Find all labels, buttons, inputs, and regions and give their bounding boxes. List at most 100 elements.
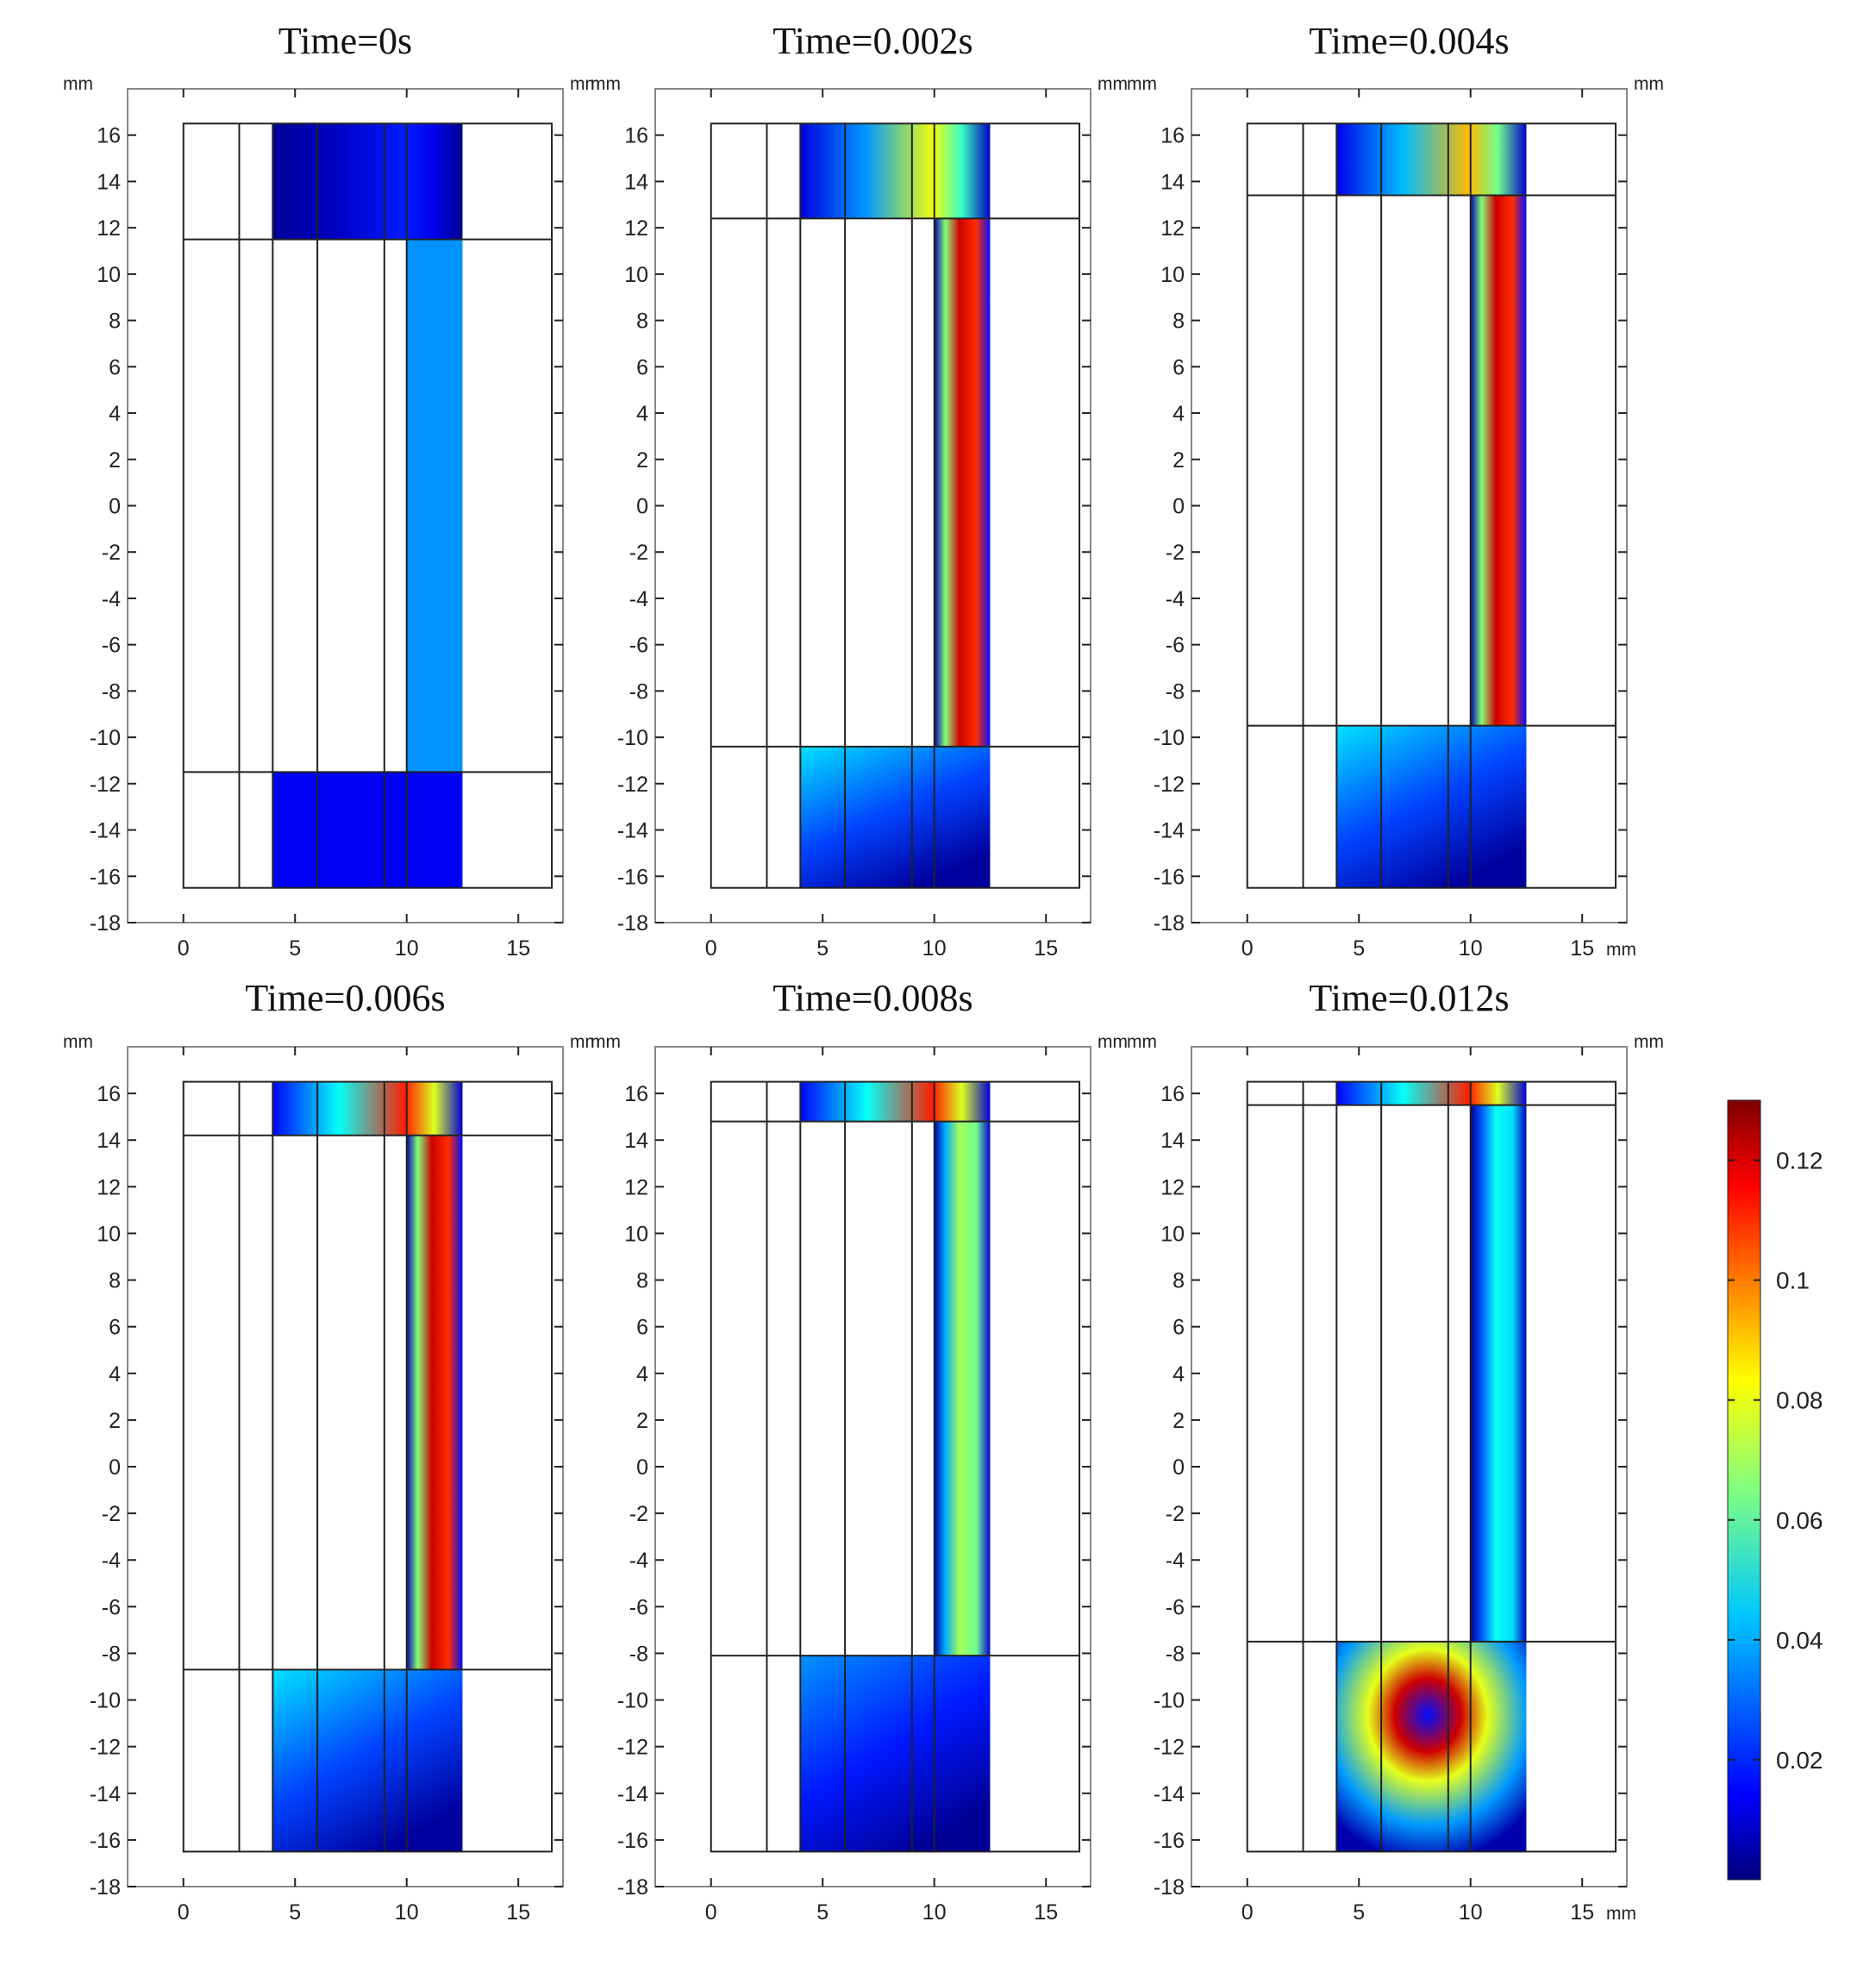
x-tick-label: 5 <box>816 1900 829 1925</box>
y-tick-label: 16 <box>1160 1082 1185 1106</box>
y-tick-label: 0 <box>636 1455 648 1480</box>
y-unit-label: mm <box>63 1032 93 1052</box>
outer-boundary <box>182 122 553 889</box>
x-tick-label: 5 <box>1353 936 1365 961</box>
y-tick-label: 4 <box>636 1362 648 1386</box>
x-unit-label: mm <box>1606 940 1636 960</box>
y-tick-label: -12 <box>1154 1736 1185 1760</box>
y-tick-label: 12 <box>97 1175 121 1199</box>
x-tick-label: 5 <box>289 1900 301 1925</box>
y-unit-label: mm <box>1127 1032 1157 1052</box>
channel-column-field <box>1470 195 1527 726</box>
y-tick-label: -14 <box>617 819 648 843</box>
panel-1: 16 14 12 10 8 6 4 2 0 -2 -4 -6 -8 -10 -12 -14 -16 -18 0 5 10… <box>63 20 600 961</box>
y-tick-label: 2 <box>636 448 648 473</box>
y-tick-label: 10 <box>97 263 121 287</box>
colorbar-tick-label: 0.06 <box>1776 1507 1823 1534</box>
y-tick-label: 0 <box>1172 1455 1185 1480</box>
colorbar-tick-label: 0.02 <box>1776 1747 1823 1774</box>
geometry-lines <box>1246 122 1617 889</box>
y-tick-label: -6 <box>629 1595 648 1619</box>
x-tick-label: 15 <box>1570 1900 1594 1925</box>
y-tick-label: -16 <box>90 1829 121 1853</box>
y-tick-label: 8 <box>109 310 121 334</box>
colorbar-tick-label: 0.1 <box>1776 1268 1810 1294</box>
outer-boundary <box>710 1080 1081 1853</box>
y-unit-label: mm <box>591 1032 621 1052</box>
x-tick-label: 0 <box>1241 936 1254 961</box>
channel-column-field <box>934 1121 991 1656</box>
field-layer <box>272 123 463 888</box>
x-tick-label: 0 <box>178 936 190 961</box>
y-unit-label: mm <box>591 74 621 94</box>
y-unit-label-right: mm <box>1634 74 1664 94</box>
panel-4: 16 14 12 10 8 6 4 2 0 -2 -4 -6 -8 -10 -12 -14 -16 -18 0 5 10… <box>63 977 600 1925</box>
y-tick-label: -8 <box>629 679 648 704</box>
y-tick-label: -2 <box>1166 1502 1185 1526</box>
y-tick-label: -16 <box>1154 865 1185 889</box>
y-tick-label: 16 <box>624 124 648 148</box>
y-tick-label: 2 <box>636 1409 648 1433</box>
x-tick-label: 15 <box>1034 1900 1058 1925</box>
field-layer <box>800 1081 991 1852</box>
top-reservoir-field <box>800 123 991 219</box>
y-tick-label: -8 <box>102 1642 121 1666</box>
field-layer <box>272 1081 463 1852</box>
y-tick-label: -6 <box>1166 634 1185 658</box>
y-tick-label: 14 <box>624 1129 648 1153</box>
y-tick-label: 14 <box>1160 1129 1185 1153</box>
panel-6: 16 14 12 10 8 6 4 2 0 -2 -4 -6 -8 -10 -12 -14 -16 -18 0 5 10… <box>1127 977 1664 1925</box>
x-tick-label: 10 <box>395 1900 419 1925</box>
colorbar-gradient <box>1727 1099 1761 1881</box>
panel-title: Time=0.002s <box>772 20 972 62</box>
y-tick-label: 10 <box>624 1222 648 1246</box>
y-tick-label: -12 <box>617 773 648 797</box>
y-tick-label: 2 <box>109 1409 121 1433</box>
y-tick-label: -4 <box>1166 1549 1185 1573</box>
y-tick-label: 6 <box>109 355 121 379</box>
y-tick-label: -4 <box>102 1549 121 1573</box>
y-tick-label: 0 <box>109 1455 121 1480</box>
y-tick-label: 16 <box>97 124 121 148</box>
bottom-reservoir-field <box>800 1656 991 1852</box>
x-tick-label: 15 <box>506 936 530 961</box>
x-tick-label: 5 <box>1353 1900 1365 1925</box>
field-layer <box>1336 123 1527 888</box>
y-tick-label: -8 <box>1166 1642 1185 1666</box>
y-tick-label: 16 <box>624 1082 648 1106</box>
x-tick-label: 5 <box>289 936 301 961</box>
y-tick-label: -12 <box>1154 773 1185 797</box>
y-tick-label: -4 <box>629 587 648 611</box>
x-tick-label: 0 <box>1241 1900 1254 1925</box>
y-tick-label: -2 <box>629 541 648 565</box>
y-tick-label: 8 <box>636 1269 648 1293</box>
y-tick-label: 8 <box>109 1269 121 1293</box>
y-tick-label: -14 <box>90 1782 121 1806</box>
y-tick-label: 0 <box>636 495 648 519</box>
bottom-reservoir-field <box>1336 1641 1527 1852</box>
y-tick-label: 12 <box>97 216 121 241</box>
y-tick-label: 8 <box>1172 310 1185 334</box>
y-tick-label: -4 <box>629 1549 648 1573</box>
y-tick-label: 2 <box>1172 448 1185 473</box>
panel-title: Time=0.006s <box>245 977 445 1019</box>
y-tick-label: -14 <box>90 819 121 843</box>
y-tick-label: -10 <box>90 726 121 750</box>
top-reservoir-field <box>1336 123 1527 196</box>
geometry-lines <box>182 122 553 889</box>
y-tick-label: -2 <box>102 541 121 565</box>
y-tick-label: 2 <box>1172 1409 1185 1433</box>
field-layer <box>1336 1081 1527 1852</box>
y-tick-label: 8 <box>1172 1269 1185 1293</box>
y-tick-label: 4 <box>1172 402 1185 426</box>
y-tick-label: 14 <box>624 170 648 194</box>
y-tick-label: -12 <box>617 1736 648 1760</box>
top-reservoir-field <box>272 1081 463 1136</box>
panels-group: 16 14 12 10 8 6 4 2 0 -2 -4 -6 -8 -10 -12 -14 -16 -18 0 5 10… <box>63 20 1664 1925</box>
y-tick-label: -18 <box>617 1875 648 1900</box>
y-tick-label: 10 <box>624 263 648 287</box>
y-tick-label: 6 <box>1172 1316 1185 1340</box>
x-tick-label: 0 <box>178 1900 190 1925</box>
y-tick-label: -18 <box>90 911 121 936</box>
